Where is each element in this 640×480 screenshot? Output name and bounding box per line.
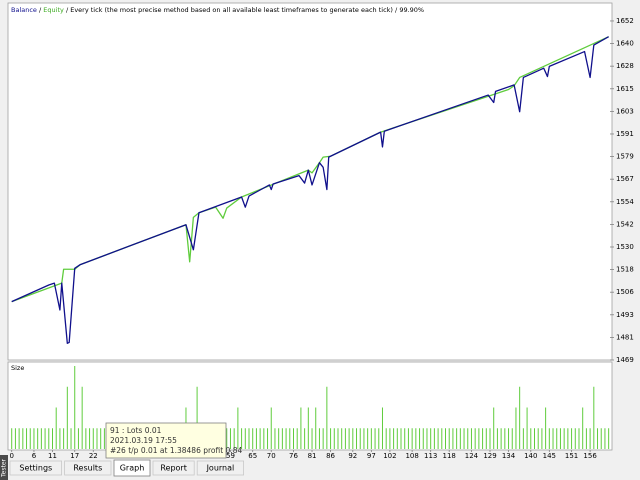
x-tick-label: 76 (289, 452, 298, 460)
separator: / (395, 6, 398, 14)
tab-label[interactable]: Graph (120, 464, 145, 473)
x-tick-label: 97 (367, 452, 376, 460)
legend-equity: Equity (43, 6, 64, 14)
y-tick-label: 1579 (616, 153, 634, 161)
x-tick-label: 129 (483, 452, 496, 460)
y-tick-label: 1506 (616, 288, 634, 296)
tooltip-box (105, 422, 227, 459)
tooltip-line: 91 : Lots 0.01 (110, 426, 162, 435)
tab-active[interactable] (113, 459, 151, 477)
y-tick-label: 1518 (616, 266, 634, 274)
x-tick-label: 92 (348, 452, 357, 460)
size-plot-area (7, 361, 613, 451)
y-tick-label: 1554 (616, 198, 634, 206)
tab-label[interactable]: Report (160, 464, 187, 473)
x-tick-label: 134 (502, 452, 516, 460)
x-tick-label: 86 (326, 452, 335, 460)
x-tick-label: 0 (9, 452, 13, 460)
y-tick-label: 1530 (616, 243, 634, 251)
tab-label[interactable]: Results (73, 464, 102, 473)
x-tick-label: 6 (32, 452, 37, 460)
y-tick-label: 1628 (616, 62, 634, 70)
modeling-quality: 99.90% (399, 6, 424, 14)
size-title: Size (11, 364, 24, 372)
y-tick-label: 1493 (616, 311, 634, 319)
tooltip-line: #26 t/p 0.01 at 1.38486 profit 0.84 (110, 446, 242, 455)
test-method: Every tick (the most precise method base… (70, 6, 393, 14)
x-tick-label: 11 (48, 452, 57, 460)
separator: / (66, 6, 69, 14)
y-tick-label: 1542 (616, 220, 634, 228)
x-tick-label: 65 (248, 452, 257, 460)
y-tick-label: 1567 (616, 175, 634, 183)
x-tick-label: 140 (524, 452, 537, 460)
tab-bar: Settings Results Graph Report Journal (9, 459, 244, 477)
y-tick-label: 1615 (616, 85, 634, 93)
x-tick-label: 118 (443, 452, 456, 460)
tab[interactable] (64, 460, 112, 476)
x-tick-label: 81 (308, 452, 317, 460)
y-tick-label: 1469 (616, 356, 634, 364)
tab[interactable] (196, 460, 244, 476)
y-tick-label: 1640 (616, 40, 634, 48)
tab[interactable] (152, 460, 195, 476)
tab-label[interactable]: Journal (206, 464, 235, 473)
y-tick-label: 1481 (616, 333, 634, 341)
legend-balance: Balance (11, 6, 37, 14)
tab-label[interactable]: Settings (19, 464, 52, 473)
x-tick-label: 156 (583, 452, 597, 460)
x-tick-label: 59 (226, 452, 235, 460)
series-line (11, 36, 609, 344)
x-tick-label: 113 (424, 452, 437, 460)
tooltip-line: 2021.03.19 17:55 (110, 436, 177, 445)
y-tick-label: 1652 (616, 17, 634, 25)
tooltip: 91 : Lots 0.01 2021.03.19 17:55 #26 t/p … (105, 422, 242, 459)
x-tick-label: 151 (565, 452, 578, 460)
x-tick-label: 108 (405, 452, 418, 460)
x-tick-label: 145 (543, 452, 556, 460)
x-tick-label: 102 (383, 452, 396, 460)
panel-label: Tester (1, 458, 8, 478)
x-tick-label: 124 (465, 452, 479, 460)
tab[interactable] (9, 460, 62, 476)
y-tick-label: 1603 (616, 107, 634, 115)
main-plot-area (7, 2, 613, 361)
chart-header: Balance / Equity / Every tick (the most … (11, 6, 424, 14)
x-tick-label: 70 (267, 452, 276, 460)
x-tick-label: 17 (70, 452, 79, 460)
x-tick-label: 22 (89, 452, 98, 460)
separator: / (39, 6, 42, 14)
side-strip (0, 455, 8, 480)
y-tick-label: 1591 (616, 130, 634, 138)
